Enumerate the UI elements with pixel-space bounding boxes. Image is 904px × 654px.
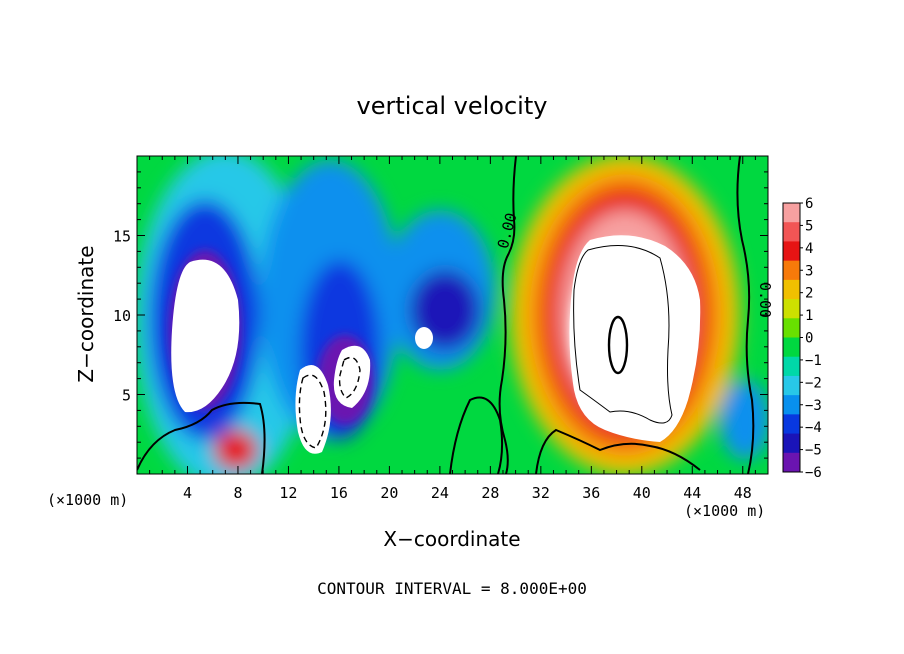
x-tick-label: 24 bbox=[431, 484, 449, 502]
y-tick-label: 15 bbox=[113, 228, 131, 246]
colorbar-swatch bbox=[783, 260, 800, 281]
colorbar-label: −2 bbox=[805, 375, 822, 391]
negative-contours bbox=[298, 356, 361, 449]
field-small-saturated-core bbox=[415, 327, 433, 349]
x-tick-label: 32 bbox=[532, 484, 550, 502]
colorbar-swatch bbox=[783, 241, 800, 262]
colorbar-swatch bbox=[783, 395, 800, 415]
x-tick-label: 28 bbox=[481, 484, 499, 502]
field-left-saturated-core bbox=[171, 259, 240, 413]
contour-label-zero-right: 0.00 bbox=[756, 282, 774, 318]
x-tick-label: 44 bbox=[683, 484, 701, 502]
colorbar-swatch bbox=[783, 375, 800, 396]
colorbar-swatch bbox=[783, 318, 800, 338]
x-tick-label: 12 bbox=[279, 484, 297, 502]
colorbar-swatch bbox=[783, 433, 800, 454]
zero-contour-right bbox=[736, 156, 755, 474]
plot-area bbox=[137, 156, 768, 474]
colorbar-swatch bbox=[783, 279, 800, 300]
colorbar-swatch bbox=[783, 222, 800, 242]
colorbar-label: 2 bbox=[805, 286, 813, 302]
x-tick-label: 8 bbox=[233, 484, 242, 502]
colorbar-swatch bbox=[783, 299, 800, 319]
x-axis-label: X−coordinate bbox=[383, 527, 520, 551]
x-tick-label: 40 bbox=[633, 484, 651, 502]
colorbar-label: 0 bbox=[805, 331, 813, 347]
field-mid-saturated-core-2 bbox=[333, 345, 371, 408]
y-tick-label: 10 bbox=[113, 307, 131, 325]
colorbar-label: −5 bbox=[805, 443, 822, 459]
y-tick-label: 5 bbox=[122, 387, 131, 405]
colorbar-swatch bbox=[783, 337, 800, 358]
x-tick-label: 48 bbox=[734, 484, 752, 502]
field-low-level-warm-spot bbox=[214, 430, 258, 470]
colorbar-swatch bbox=[783, 452, 800, 473]
field-updraft-saturated-core bbox=[569, 235, 701, 442]
x-tick-label: 36 bbox=[582, 484, 600, 502]
colorbar-label: 5 bbox=[805, 218, 813, 234]
x-axis: 4 8 12 16 20 24 28 32 36 40 44 48 bbox=[149, 156, 756, 502]
y-axis-label: Z−coordinate bbox=[74, 245, 98, 382]
zero-contours bbox=[137, 156, 755, 474]
chart-title: vertical velocity bbox=[357, 92, 548, 120]
colorbar-label: 3 bbox=[805, 263, 813, 279]
colorbar-label: 4 bbox=[805, 241, 813, 257]
colorbar-swatch bbox=[783, 203, 800, 223]
x-unit-left: (×1000 m) bbox=[47, 491, 128, 509]
colorbar-label: −6 bbox=[805, 465, 822, 481]
x-tick-label: 16 bbox=[330, 484, 348, 502]
colorbar: 6 5 4 3 2 1 0 −1 −2 −3 −4 −5 −6 bbox=[782, 196, 822, 481]
colorbar-label: −1 bbox=[805, 353, 822, 369]
zero-contour-main bbox=[498, 156, 517, 474]
x-tick-label: 4 bbox=[183, 484, 192, 502]
contour-neg-8-mid-2 bbox=[338, 356, 361, 399]
colorbar-label: 1 bbox=[805, 308, 813, 324]
zero-contour-updraft-base bbox=[535, 428, 701, 474]
positive-contours-strong bbox=[607, 315, 629, 375]
colorbar-swatch bbox=[783, 414, 800, 435]
contour-8-updraft bbox=[573, 245, 673, 424]
colorbar-swatch bbox=[783, 356, 800, 377]
contour-interval-note: CONTOUR INTERVAL = 8.000E+00 bbox=[317, 579, 587, 598]
contour-16-updraft bbox=[607, 315, 629, 375]
zero-contour-lower-left bbox=[137, 401, 266, 474]
y-axis: 5 10 15 bbox=[113, 171, 768, 459]
field-right-edge-blue bbox=[720, 380, 768, 460]
x-tick-label: 20 bbox=[380, 484, 398, 502]
x-unit-right: (×1000 m) bbox=[684, 502, 765, 520]
zero-contour-lower-mid bbox=[449, 396, 504, 474]
colorbar-label: −3 bbox=[805, 398, 822, 414]
positive-contours bbox=[573, 245, 673, 424]
colorbar-label: −4 bbox=[805, 420, 822, 436]
colorbar-label: 6 bbox=[805, 196, 813, 212]
